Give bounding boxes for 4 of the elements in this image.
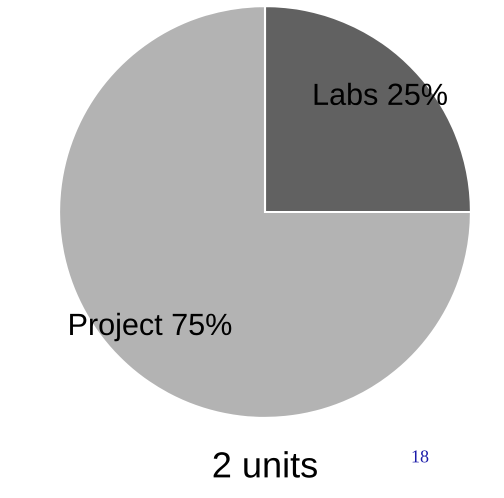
text: 18 — [412, 450, 428, 463]
text: 2 units — [214, 451, 317, 478]
slice-label: Project 75% — [70, 312, 232, 342]
pie-slice — [58, 5, 472, 419]
